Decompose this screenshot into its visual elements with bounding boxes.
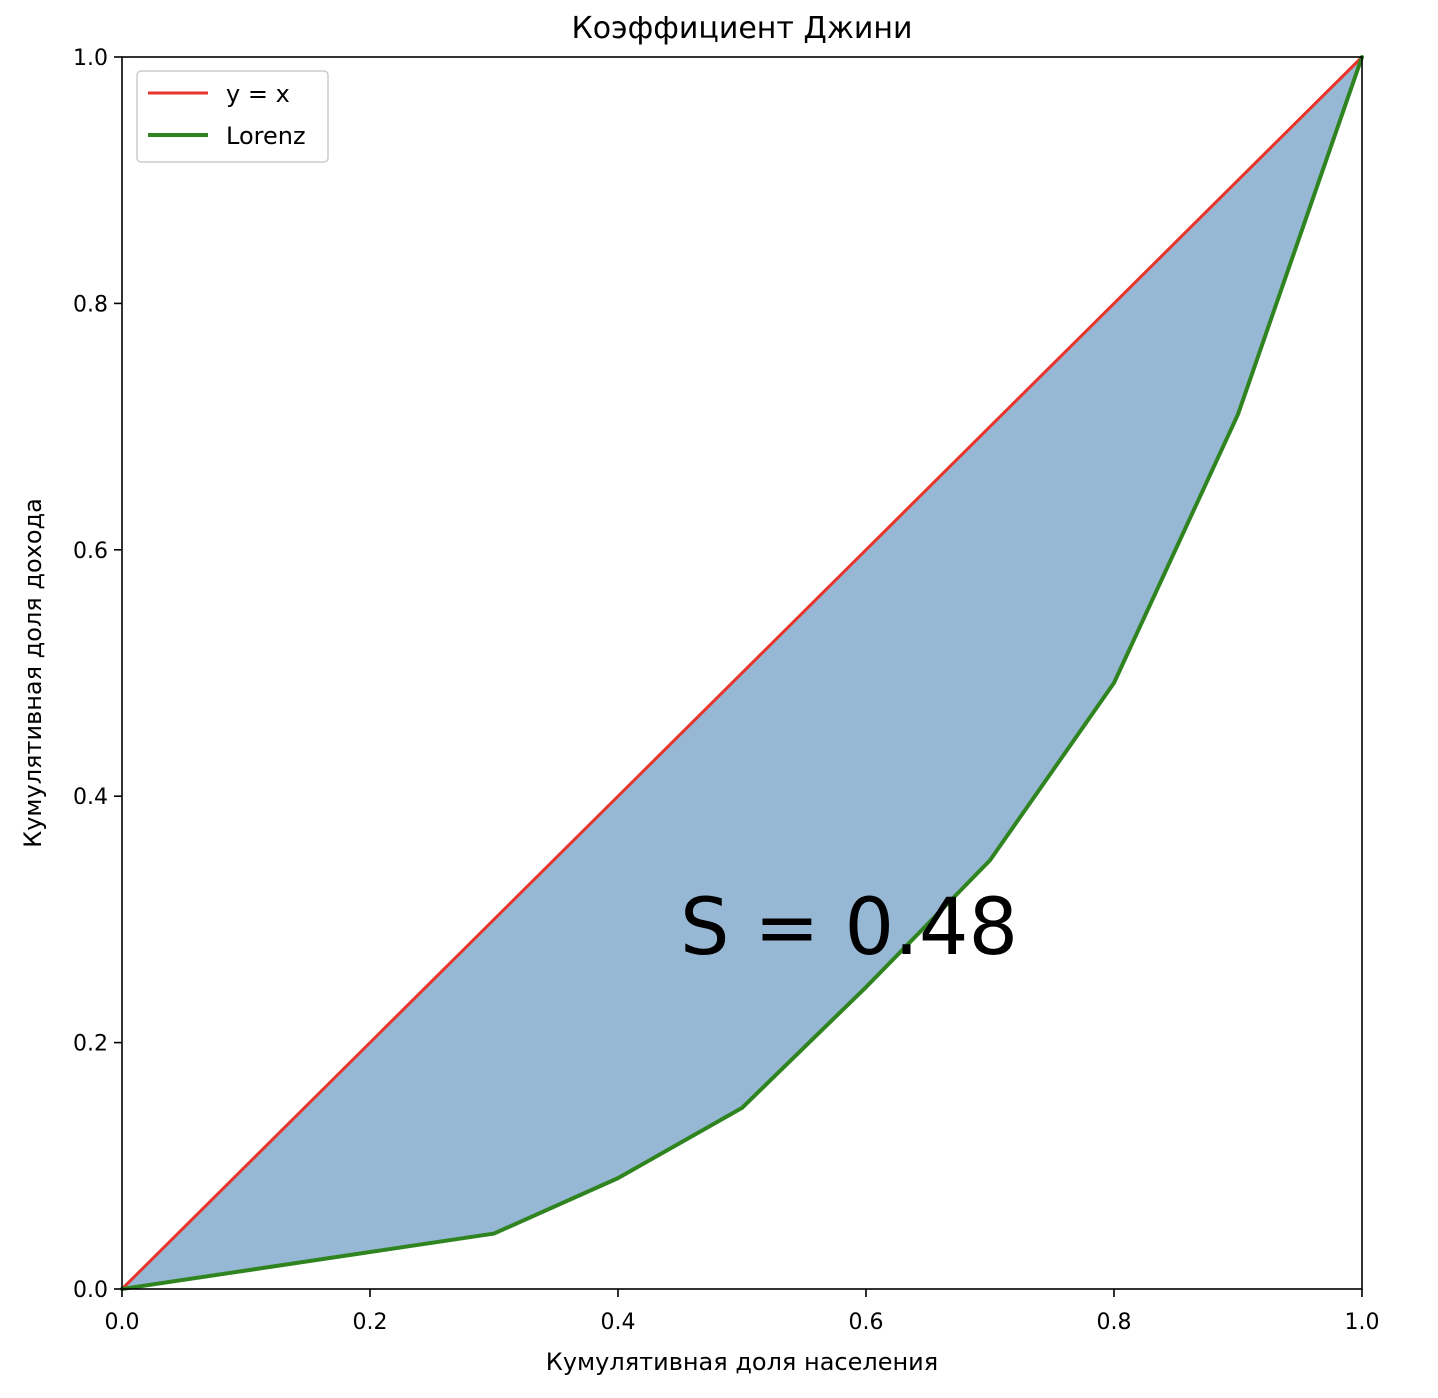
- y-ticks: 0.0 0.2 0.4 0.6 0.8 1.0: [73, 46, 122, 1303]
- y-axis-title: Кумулятивная доля дохода: [19, 498, 47, 848]
- x-tick-label: 0.6: [849, 1310, 884, 1335]
- series-line-lorenz: [120, 55, 1364, 1291]
- y-tick-label: 0.4: [73, 785, 108, 810]
- legend: y = x Lorenz: [136, 70, 329, 163]
- x-tick-label: 0.8: [1097, 1310, 1132, 1335]
- x-tick-label: 0.0: [105, 1310, 140, 1335]
- axes-frame: [121, 56, 1363, 1290]
- chart-title: Коэффициент Джини: [572, 11, 913, 46]
- x-tick-label: 0.4: [601, 1310, 636, 1335]
- legend-label-lorenz: Lorenz: [226, 122, 306, 150]
- y-tick-label: 0.2: [73, 1032, 108, 1057]
- x-ticks: 0.0 0.2 0.4 0.6 0.8 1.0: [105, 1289, 1380, 1335]
- y-tick-label: 1.0: [73, 46, 108, 71]
- x-tick-label: 0.2: [353, 1310, 388, 1335]
- y-tick-label: 0.6: [73, 539, 108, 564]
- y-tick-label: 0.8: [73, 292, 108, 317]
- y-tick-label: 0.0: [73, 1278, 108, 1303]
- legend-label-y-equals-x: y = x: [226, 80, 290, 108]
- x-tick-label: 1.0: [1345, 1310, 1380, 1335]
- series-layer: [120, 55, 1364, 1291]
- series-line-y-x: [120, 55, 1364, 1291]
- gini-annotation: S = 0.48: [680, 883, 1018, 973]
- x-axis-title: Кумулятивная доля населения: [546, 1348, 938, 1376]
